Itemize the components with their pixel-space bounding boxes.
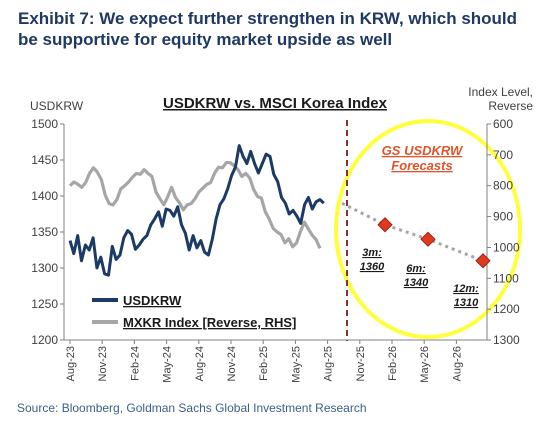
source-note: Source: Bloomberg, Goldman Sachs Global … (17, 401, 367, 415)
series-line-usdkrw (68, 144, 325, 277)
forecast-line (341, 201, 484, 263)
left-tick-label: 1450 (31, 153, 58, 167)
x-tick-label: Feb-24 (129, 346, 141, 381)
forecast-label-line2: 1340 (404, 277, 429, 289)
forecast-callout-circle (334, 119, 522, 339)
x-tick-label: Nov-25 (355, 346, 367, 381)
x-tick-label: Feb-25 (258, 346, 270, 381)
exhibit-title: Exhibit 7: We expect further strengthen … (18, 9, 518, 49)
left-tick-label: 1400 (31, 189, 58, 203)
x-tick-label: Feb-26 (387, 346, 399, 381)
forecast-label-line2: 1360 (360, 261, 385, 273)
legend-label-mxkr: MXKR Index [Reverse, RHS] (123, 315, 296, 330)
right-tick-label: 900 (493, 210, 513, 224)
x-tick-label: Aug-25 (323, 346, 335, 381)
right-tick-label: 1200 (493, 302, 520, 316)
x-tick-label: Aug-26 (451, 346, 463, 381)
forecast-callout-line2: Forecasts (391, 158, 452, 173)
forecast-label-line1: 12m: (453, 283, 479, 295)
chart: 1200 1250 1300 1350 1400 1450 1500 600 700 800 900… (30, 85, 533, 383)
left-tick-label: 1350 (31, 225, 58, 239)
x-tick-label: May-24 (162, 346, 174, 383)
right-tick-label: 800 (493, 179, 513, 193)
left-tick-label: 1300 (31, 261, 58, 275)
x-tick-label: Aug-23 (65, 346, 77, 381)
forecast-marker (475, 253, 491, 269)
left-tick-label: 1500 (31, 117, 58, 131)
x-tick-label: May-25 (290, 346, 302, 383)
right-axis-title-line1: Index Level, (468, 85, 533, 99)
left-tick-label: 1200 (31, 333, 58, 347)
forecast-marker (377, 217, 393, 233)
forecast-label-line1: 3m: (362, 247, 382, 259)
x-tick-label: Nov-24 (226, 346, 238, 381)
x-tick-label: Nov-23 (97, 346, 109, 381)
series-line-mxkr (68, 161, 322, 250)
forecast-label-line2: 1310 (454, 297, 479, 309)
chart-title: USDKRW vs. MSCI Korea Index (163, 95, 388, 112)
right-tick-label: 700 (493, 148, 513, 162)
right-tick-label: 1300 (493, 333, 520, 347)
right-tick-label: 600 (493, 117, 513, 131)
forecast-marker (420, 231, 436, 247)
left-tick-label: 1250 (31, 297, 58, 311)
forecast-callout-line1: GS USDKRW (382, 143, 464, 158)
right-tick-label: 1100 (493, 271, 519, 285)
left-axis-title: USDKRW (30, 99, 84, 113)
right-axis-title-line2: Reverse (488, 99, 533, 113)
legend-label-usdkrw: USDKRW (123, 293, 182, 308)
x-tick-label: May-26 (419, 346, 431, 383)
x-tick-label: Aug-24 (194, 346, 206, 381)
forecast-label-line1: 6m: (406, 263, 426, 275)
right-tick-label: 1000 (493, 240, 520, 254)
